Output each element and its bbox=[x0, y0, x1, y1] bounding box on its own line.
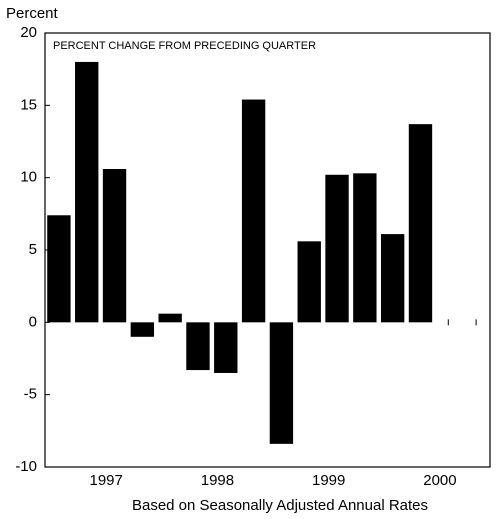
x-tick-label: 1999 bbox=[312, 472, 345, 489]
y-tick-label: 10 bbox=[20, 169, 37, 186]
y-tick-label: 15 bbox=[20, 96, 37, 113]
y-tick-label: 5 bbox=[29, 241, 37, 258]
bar bbox=[75, 61, 99, 323]
bar bbox=[102, 168, 127, 323]
annotation: PERCENT CHANGE FROM PRECEDING QUARTER bbox=[53, 40, 316, 52]
y-tick-label: 20 bbox=[20, 24, 37, 41]
bar bbox=[269, 322, 294, 444]
bar bbox=[130, 322, 155, 337]
bar bbox=[380, 234, 405, 323]
bar bbox=[241, 99, 266, 323]
x-axis-title: Based on Seasonally Adjusted Annual Rate… bbox=[132, 497, 428, 514]
bar bbox=[47, 215, 71, 323]
y-tick-label: 0 bbox=[29, 313, 37, 330]
bar bbox=[325, 174, 349, 323]
bar bbox=[408, 124, 433, 323]
bar bbox=[297, 241, 321, 323]
bar bbox=[186, 322, 210, 371]
y-tick-label: -10 bbox=[15, 458, 37, 475]
x-tick-label: 1998 bbox=[201, 472, 234, 489]
y-tick-label: -5 bbox=[24, 386, 37, 403]
bar bbox=[353, 173, 377, 323]
x-tick-label: 1997 bbox=[90, 472, 123, 489]
x-tick-label: 2000 bbox=[423, 472, 456, 489]
bar bbox=[158, 313, 182, 323]
bar bbox=[214, 322, 238, 373]
y-axis-title: Percent bbox=[6, 5, 59, 22]
